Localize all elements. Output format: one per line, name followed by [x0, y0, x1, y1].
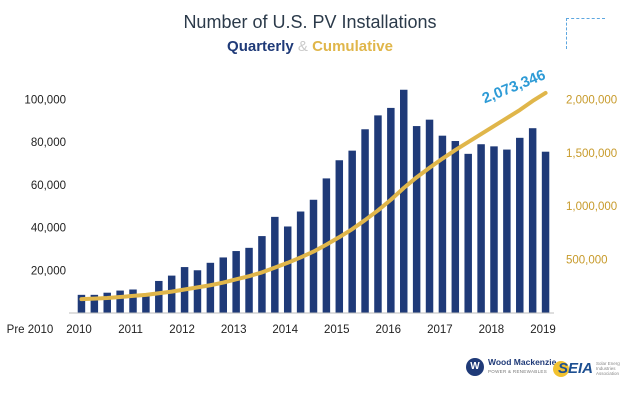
x-tick-label: 2014 [272, 324, 298, 336]
right-tick-label: 500,000 [566, 255, 608, 267]
bar-26 [400, 89, 408, 313]
x-tick-label: 2013 [221, 324, 247, 336]
wood-mackenzie-wordmark: Wood Mackenzie [488, 357, 557, 367]
bar-24 [374, 115, 382, 313]
bar-27 [412, 126, 421, 313]
bar-6 [142, 294, 150, 313]
bar-3 [103, 292, 111, 313]
chart-title: Number of U.S. PV Installations [183, 12, 437, 32]
bar-17 [283, 226, 292, 313]
subtitle-quarterly: Quarterly [227, 38, 294, 55]
subtitle-cumulative: Cumulative [312, 38, 393, 55]
bar-29 [438, 135, 447, 313]
bar-16 [271, 216, 279, 313]
cumulative-total-annotation: 2,073,346 [480, 66, 548, 107]
cumulative-line [79, 90, 548, 302]
seia-logo: SEIA Solar Energy Industries Association [553, 360, 620, 377]
right-tick-label: 1,500,000 [566, 148, 617, 160]
x-tick-label: 2018 [479, 324, 505, 336]
bar-15 [258, 236, 266, 313]
x-tick-label: Pre 2010 [7, 324, 54, 336]
bar-37 [541, 151, 550, 313]
left-tick-label: 100,000 [24, 94, 66, 106]
right-tick-label: 2,000,000 [566, 94, 617, 106]
corner-marker [566, 18, 605, 49]
bar-34 [503, 149, 511, 313]
bar-10 [193, 270, 202, 313]
left-tick-label: 60,000 [31, 180, 66, 192]
bar-19 [309, 199, 318, 313]
wood-mackenzie-tagline: POWER & RENEWABLES [488, 369, 547, 374]
x-tick-label: 2011 [118, 324, 143, 336]
bar-22 [348, 150, 356, 313]
bar-28 [425, 119, 434, 313]
bar-7 [155, 280, 163, 313]
bar-2 [90, 294, 99, 313]
bar-31 [464, 153, 472, 313]
wood-mackenzie-logo: W Wood Mackenzie POWER & RENEWABLES [466, 358, 556, 376]
x-tick-label: 2019 [530, 324, 556, 336]
x-tick-label: 2010 [66, 324, 92, 336]
bar-30 [451, 141, 460, 313]
wood-mackenzie-icon: W [466, 358, 484, 376]
sun-icon [553, 360, 569, 377]
bar-8 [167, 275, 176, 313]
bar-1 [77, 294, 86, 313]
bar-25 [387, 107, 395, 313]
bar-12 [219, 257, 227, 313]
bar-32 [477, 144, 485, 313]
right-tick-label: 1,000,000 [566, 201, 617, 213]
x-tick-label: 2012 [169, 324, 195, 336]
bar-33 [490, 146, 498, 313]
x-tick-label: 2017 [427, 324, 453, 336]
seia-wordmark: SEIA [558, 360, 594, 377]
bar-36 [528, 128, 537, 313]
subtitle-ampersand: & [297, 38, 308, 55]
left-tick-label: 40,000 [31, 223, 66, 235]
bar-11 [206, 262, 215, 313]
bar-13 [232, 251, 240, 313]
bar-18 [296, 211, 305, 313]
left-tick-label: 80,000 [31, 137, 66, 149]
chart-subtitle: Quarterly & Cumulative [0, 38, 620, 55]
seia-tagline: Solar Energy Industries Association [596, 361, 620, 376]
bar-35 [516, 137, 524, 313]
bar-5 [129, 289, 137, 313]
left-tick-label: 20,000 [31, 265, 66, 277]
x-tick-label: 2016 [376, 324, 402, 336]
bar-14 [245, 247, 253, 313]
x-tick-label: 2015 [324, 324, 350, 336]
bar-4 [116, 290, 124, 313]
